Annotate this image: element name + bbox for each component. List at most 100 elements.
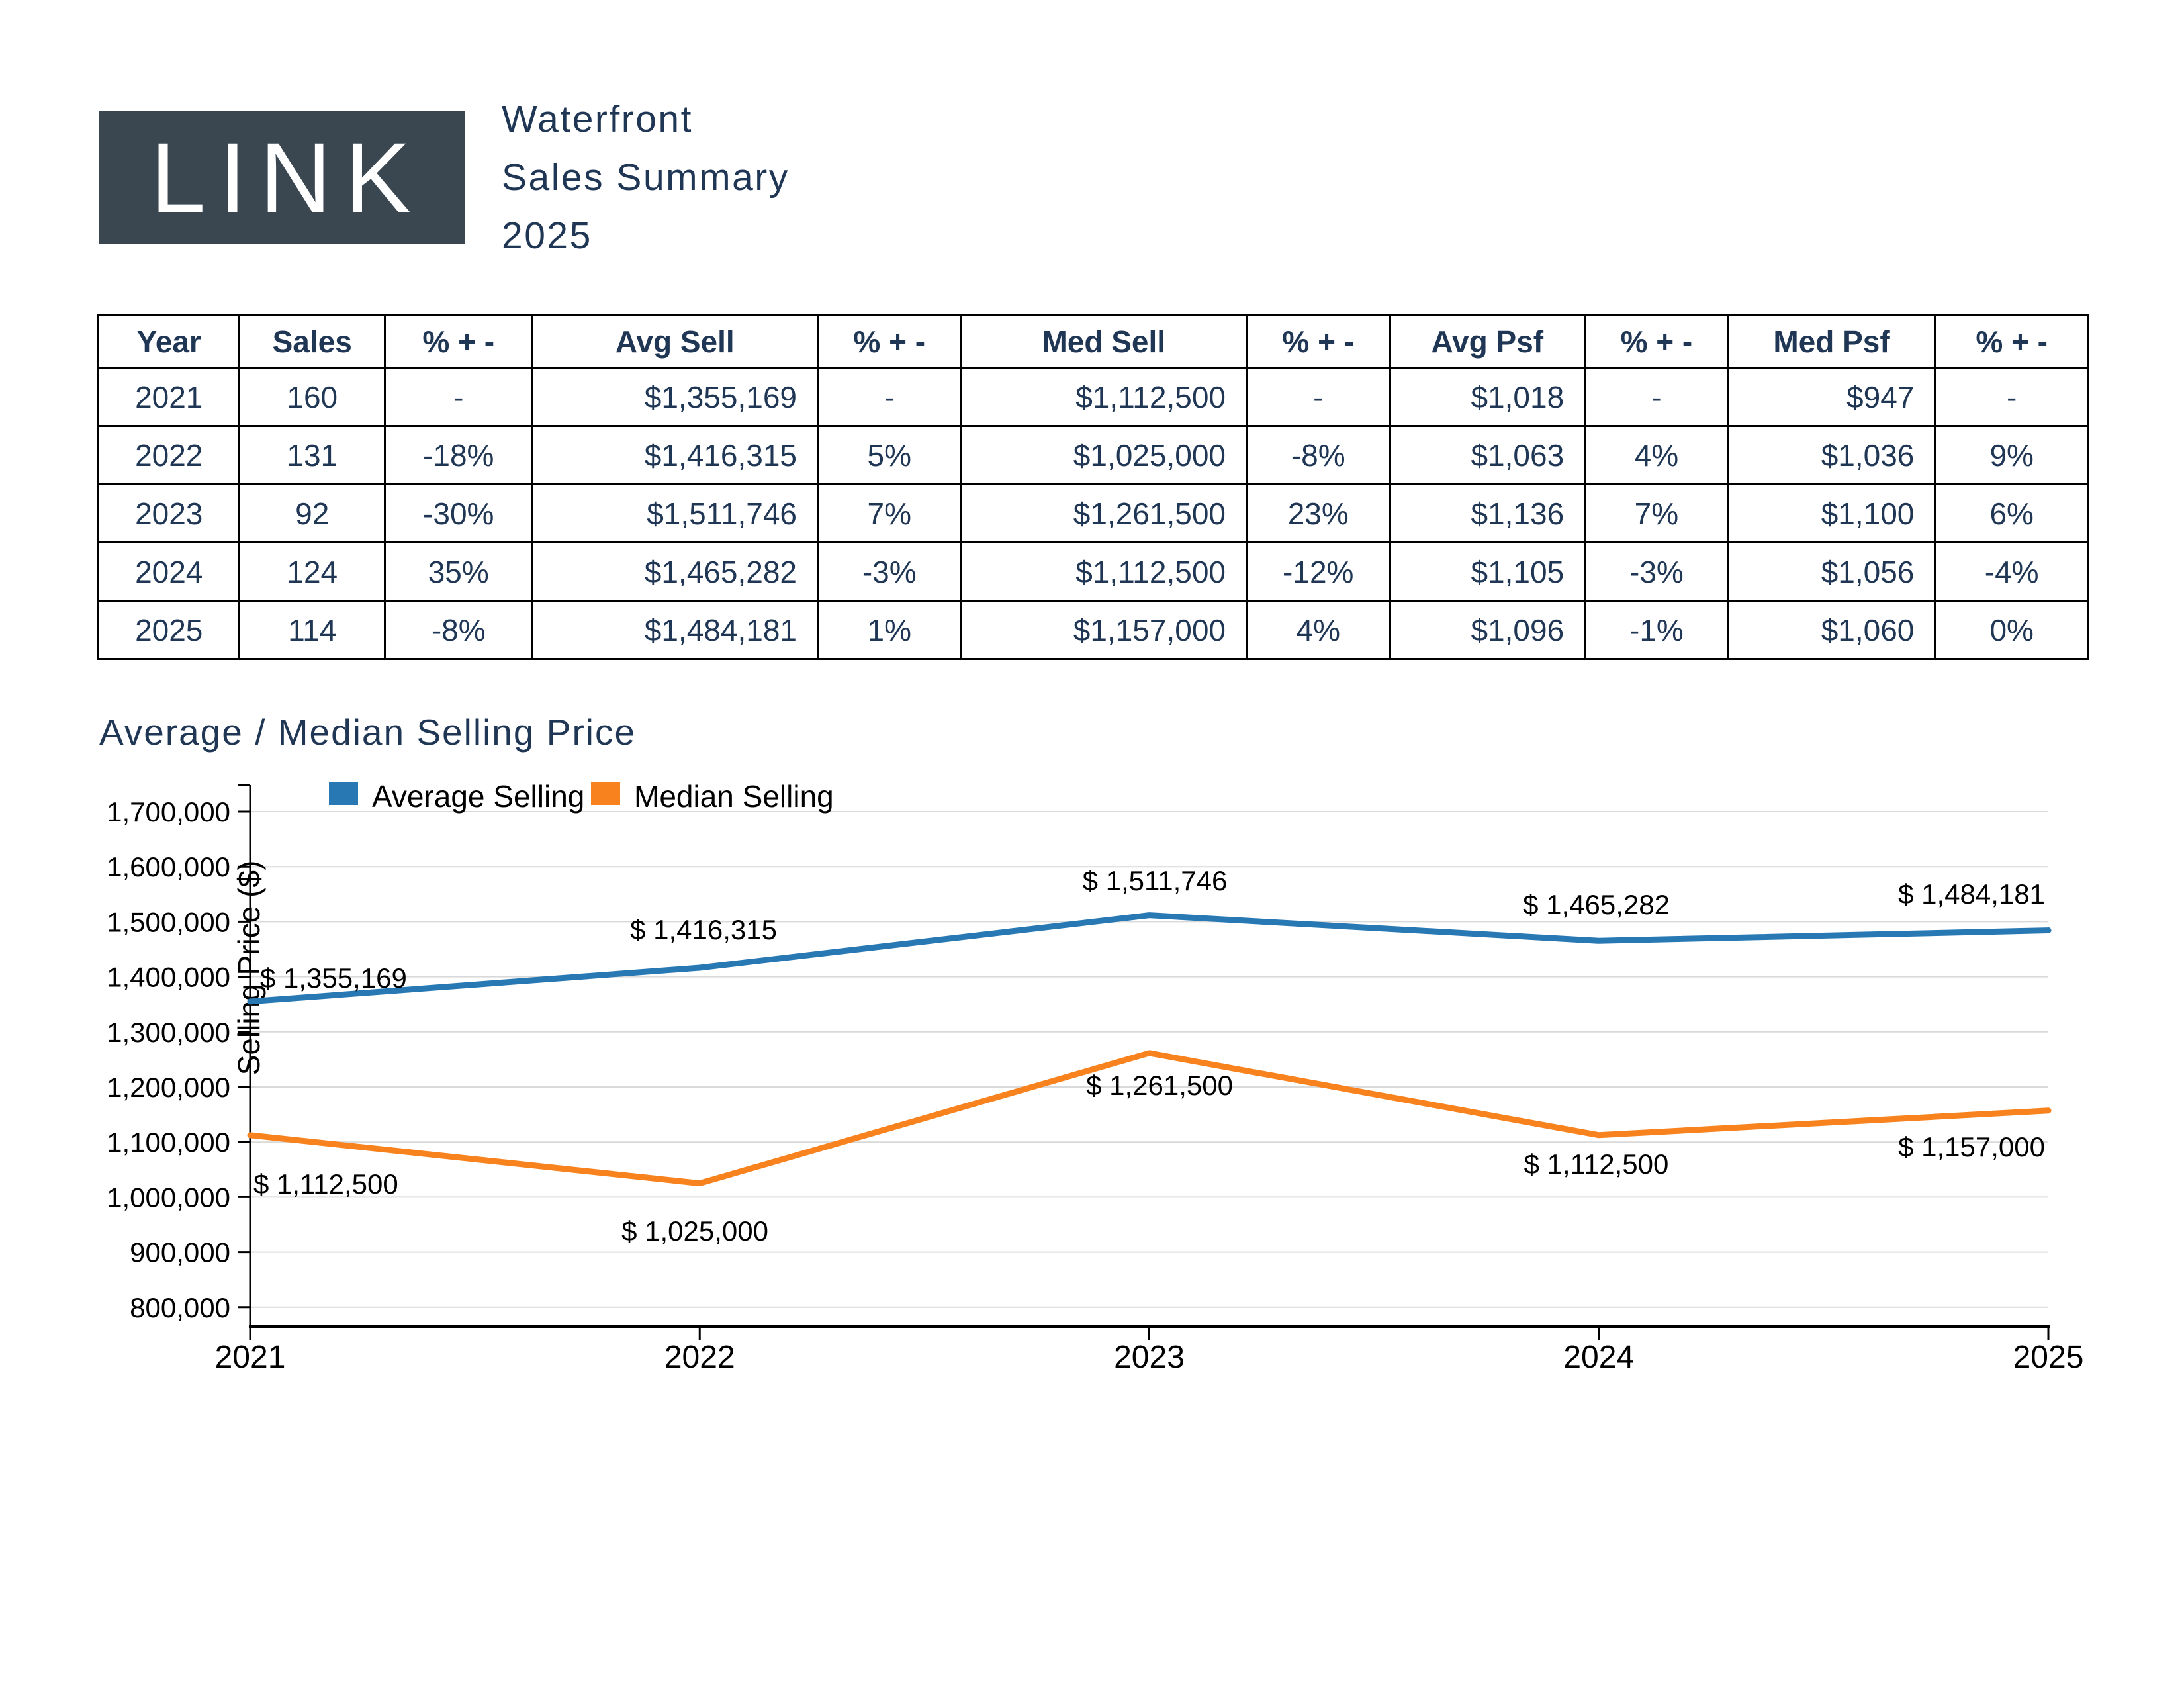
y-axis-title: Selling Price ($) (232, 861, 266, 1076)
sales-summary-table: Year Sales% + - Avg Sell% + - Med Sell% + -… (97, 314, 2089, 660)
cell-r4-c7: $1,096 (1388, 600, 1586, 660)
series-line-median (247, 1050, 2052, 1187)
logo-text: LINK (150, 121, 424, 233)
cell-r2-c2: -30% (383, 483, 533, 543)
sales-summary-table-wrap: Year Sales% + - Avg Sell% + - Med Sell% + -… (97, 314, 2089, 660)
table-row-2021: 2021 160- $1,355,169- $1,112,500- $1,018- $94… (97, 367, 2089, 427)
y-tick-label-1500000: 1,500,000 (107, 906, 230, 937)
column-header-1: Sales (238, 314, 386, 369)
cell-r4-c5: $1,157,000 (960, 600, 1248, 660)
cell-r2-c6: 23% (1246, 483, 1391, 543)
cell-r0-c2: - (383, 367, 533, 427)
table-header-row: Year Sales% + - Avg Sell% + - Med Sell% + -… (97, 314, 2089, 369)
x-tick-label-2025: 2025 (2013, 1340, 2084, 1375)
cell-r2-c9: $1,100 (1727, 483, 1936, 543)
cell-r4-c0: 2025 (97, 600, 241, 660)
cell-r1-c7: $1,063 (1388, 425, 1586, 485)
cell-r2-c8: 7% (1584, 483, 1729, 543)
data-label-average-2024: $ 1,465,282 (1523, 889, 1670, 920)
data-label-average-2022: $ 1,416,315 (630, 914, 777, 945)
cell-r0-c9: $947 (1727, 367, 1936, 427)
column-header-3: Avg Sell (531, 314, 819, 369)
link-logo: LINK (99, 111, 465, 244)
cell-r0-c4: - (817, 367, 962, 427)
cell-r1-c2: -18% (383, 425, 533, 485)
cell-r4-c9: $1,060 (1727, 600, 1936, 660)
cell-r3-c4: -3% (817, 541, 962, 602)
cell-r1-c1: 131 (238, 425, 386, 485)
table-row-2024: 2024 124 35% $1,465,282 -3% $1,112,500 -12% $1,… (97, 541, 2089, 602)
cell-r1-c8: 4% (1584, 425, 1729, 485)
cell-r3-c2: 35% (383, 541, 533, 602)
y-tick-label-1000000: 1,000,000 (107, 1182, 230, 1213)
column-header-0: Year (97, 314, 241, 369)
cell-r3-c7: $1,105 (1388, 541, 1586, 602)
cell-r1-c6: -8% (1246, 425, 1391, 485)
y-tick-label-1300000: 1,300,000 (107, 1017, 230, 1048)
cell-r1-c4: 5% (817, 425, 962, 485)
cell-r3-c10: -4% (1934, 541, 2089, 602)
table-row-2025: 2025 114 -8% $1,484,181 1% $1,157,000 4% $1,096… (97, 600, 2089, 660)
y-tick-label-1200000: 1,200,000 (107, 1072, 230, 1103)
title-line-report: Sales Summary (502, 156, 790, 199)
data-label-median-2021: $ 1,112,500 (253, 1168, 398, 1199)
table-body: 2021 160- $1,355,169- $1,112,500- $1,018- $94… (97, 367, 2089, 660)
cell-r3-c0: 2024 (97, 541, 241, 602)
column-header-10: % + - (1934, 314, 2089, 369)
table-header: Year Sales% + - Avg Sell% + - Med Sell% + -… (97, 314, 2089, 369)
x-tick-label-2021: 2021 (215, 1340, 286, 1375)
cell-r3-c1: 124 (238, 541, 386, 602)
legend-label-average: Average Selling (372, 779, 584, 814)
cell-r1-c10: 9% (1934, 425, 2089, 485)
x-tick-label-2023: 2023 (1114, 1340, 1185, 1375)
y-tick-label-1600000: 1,600,000 (107, 851, 230, 882)
data-label-median-2023: $ 1,261,500 (1086, 1070, 1233, 1101)
data-label-median-2025: $ 1,157,000 (1898, 1131, 2045, 1162)
chart-title: Average / Median Selling Price (99, 712, 637, 753)
cell-r4-c3: $1,484,181 (531, 600, 819, 660)
legend-label-median: Median Selling (634, 779, 834, 814)
cell-r2-c1: 92 (238, 483, 386, 543)
y-tick-label-1700000: 1,700,000 (107, 796, 230, 827)
data-label-average-2025: $ 1,484,181 (1898, 878, 2045, 910)
cell-r4-c1: 114 (238, 600, 386, 660)
cell-r0-c6: - (1246, 367, 1391, 427)
data-label-median-2022: $ 1,025,000 (621, 1215, 768, 1246)
data-label-average-2021: $ 1,355,169 (260, 962, 407, 994)
data-label-median-2024: $ 1,112,500 (1524, 1149, 1669, 1180)
cell-r0-c8: - (1584, 367, 1729, 427)
series-line-average (247, 912, 2052, 1005)
cell-r2-c7: $1,136 (1388, 483, 1586, 543)
title-line-region: Waterfront (502, 98, 693, 140)
cell-r4-c4: 1% (817, 600, 962, 660)
cell-r1-c3: $1,416,315 (531, 425, 819, 485)
table-row-2023: 2023 92 -30% $1,511,746 7% $1,261,500 23% $1,13… (97, 483, 2089, 543)
x-tick-label-2022: 2022 (664, 1340, 735, 1375)
cell-r4-c10: 0% (1934, 600, 2089, 660)
column-header-9: Med Psf (1727, 314, 1936, 369)
cell-r3-c9: $1,056 (1727, 541, 1936, 602)
cell-r2-c0: 2023 (97, 483, 241, 543)
y-tick-label-900000: 900,000 (130, 1237, 230, 1268)
column-header-2: % + - (383, 314, 533, 369)
cell-r3-c6: -12% (1246, 541, 1391, 602)
x-tick-label-2024: 2024 (1563, 1340, 1634, 1375)
data-label-average-2023: $ 1,511,746 (1083, 865, 1228, 896)
column-header-4: % + - (817, 314, 962, 369)
cell-r4-c2: -8% (383, 600, 533, 660)
cell-r0-c0: 2021 (97, 367, 241, 427)
cell-r4-c8: -1% (1584, 600, 1729, 660)
cell-r1-c9: $1,036 (1727, 425, 1936, 485)
cell-r0-c5: $1,112,500 (960, 367, 1248, 427)
y-tick-label-1100000: 1,100,000 (107, 1127, 230, 1158)
column-header-6: % + - (1246, 314, 1391, 369)
cell-r3-c3: $1,465,282 (531, 541, 819, 602)
cell-r1-c5: $1,025,000 (960, 425, 1248, 485)
cell-r3-c8: -3% (1584, 541, 1729, 602)
document-title: Waterfront Sales Summary 2025 (502, 90, 790, 265)
y-tick-label-800000: 800,000 (130, 1292, 230, 1323)
column-header-8: % + - (1584, 314, 1729, 369)
cell-r3-c5: $1,112,500 (960, 541, 1248, 602)
cell-r0-c10: - (1934, 367, 2089, 427)
